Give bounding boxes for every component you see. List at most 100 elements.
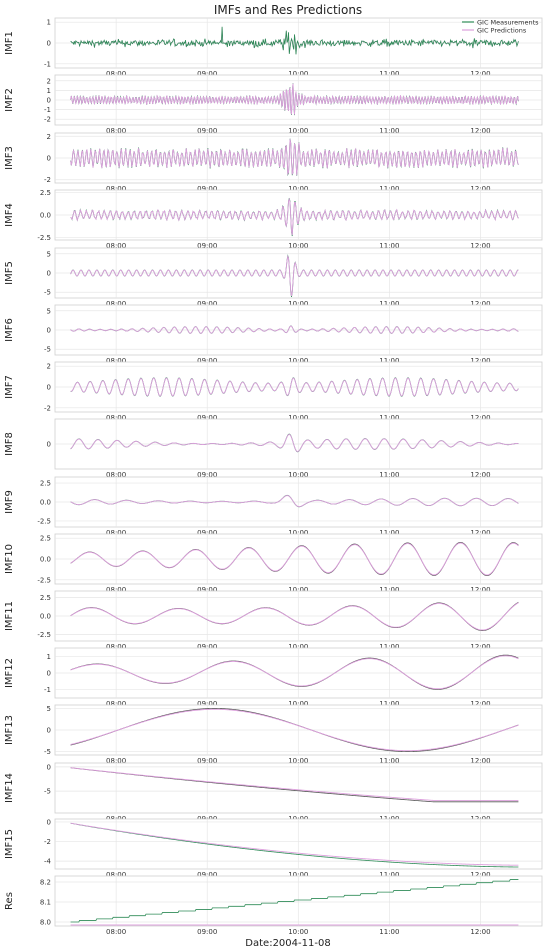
series-gic-predictions <box>70 822 519 866</box>
x-tick-label: 12:00 <box>470 928 490 936</box>
x-tick-label: 09:00 <box>197 871 217 879</box>
x-tick-label: 12:00 <box>470 757 490 765</box>
y-tick-label: -5 <box>44 748 51 756</box>
y-tick-label: 0 <box>47 727 51 735</box>
x-tick-label: 12:00 <box>470 357 490 365</box>
y-tick-label: -2 <box>44 116 51 124</box>
x-tick-label: 12:00 <box>470 700 490 708</box>
panel-imf15: 08:00 09:00 10:00 11:00 12:00 0 -2 -4 IMF15 <box>4 818 543 879</box>
x-tick-label: 11:00 <box>379 757 399 765</box>
y-axis-label: IMF6 <box>4 318 15 342</box>
x-tick-label: 09:00 <box>197 70 217 78</box>
x-tick-label: 11:00 <box>379 242 399 250</box>
series-gic-predictions <box>70 377 519 397</box>
x-tick-label: 09:00 <box>197 757 217 765</box>
x-tick-label: 11:00 <box>379 871 399 879</box>
x-tick-label: 09:00 <box>197 643 217 651</box>
x-tick-label: 10:00 <box>288 643 308 651</box>
y-tick-label: 0.0 <box>40 212 51 220</box>
y-axis-label: IMF3 <box>4 146 15 170</box>
series-gic-measurements <box>70 879 519 923</box>
y-tick-label: 0 <box>47 97 51 105</box>
y-tick-label: 0 <box>47 40 51 48</box>
series-gic-predictions <box>70 542 519 576</box>
x-tick-label: 10:00 <box>288 414 308 422</box>
x-tick-label: 08:00 <box>106 586 126 594</box>
x-tick-label: 11:00 <box>379 357 399 365</box>
y-tick-label: 0 <box>47 270 51 278</box>
x-tick-label: 09:00 <box>197 300 217 308</box>
y-tick-label: 2.5 <box>40 480 51 488</box>
y-tick-label: -5 <box>44 346 51 354</box>
y-tick-label: 0 <box>47 155 51 163</box>
y-tick-label: 1 <box>47 87 51 95</box>
x-tick-label: 10:00 <box>288 928 308 936</box>
y-tick-label: 2 <box>47 133 51 141</box>
y-tick-label: -2 <box>44 838 51 846</box>
x-tick-label: 10:00 <box>288 185 308 193</box>
y-tick-label: 5 <box>47 705 51 713</box>
panel-res: 08:00 09:00 10:00 11:00 12:00 8.2 8.1 8.0 Res <box>4 875 543 936</box>
y-tick-label: 0 <box>47 441 51 449</box>
x-tick-label: 11:00 <box>379 185 399 193</box>
x-tick-label: 12:00 <box>470 871 490 879</box>
y-tick-label: 0 <box>47 763 51 771</box>
x-tick-label: 08:00 <box>106 357 126 365</box>
y-axis-label: Res <box>4 892 15 910</box>
y-axis-label: IMF1 <box>4 31 15 55</box>
y-axis-label: IMF2 <box>4 88 15 112</box>
panel-imf1: 08:00 09:00 10:00 11:00 12:00 1 0 -1 IMF1 GIC Mea… <box>4 17 543 78</box>
chart-title: IMFs and Res Predictions <box>214 3 362 17</box>
y-tick-label: 1 <box>47 653 51 661</box>
y-tick-label: 2.5 <box>40 594 51 602</box>
x-tick-label: 08:00 <box>106 127 126 135</box>
x-tick-label: 11:00 <box>379 928 399 936</box>
x-tick-label: 12:00 <box>470 471 490 479</box>
x-tick-label: 09:00 <box>197 185 217 193</box>
panel-imf4: 08:00 09:00 10:00 11:00 12:00 2.5 0.0 -2.5 IMF4 <box>4 189 543 250</box>
y-axis-label: IMF12 <box>4 658 15 688</box>
x-tick-label: 09:00 <box>197 586 217 594</box>
y-tick-label: 8.2 <box>40 879 51 887</box>
x-tick-label: 12:00 <box>470 529 490 537</box>
x-tick-label: 12:00 <box>470 586 490 594</box>
y-tick-label: 2.5 <box>40 535 51 543</box>
x-tick-label: 08:00 <box>106 414 126 422</box>
x-tick-label: 10:00 <box>288 757 308 765</box>
y-tick-label: -1 <box>44 686 51 694</box>
x-tick-label: 09:00 <box>197 471 217 479</box>
panel-imf7: 08:00 09:00 10:00 11:00 12:00 2 0 -2 IMF7 <box>4 361 543 422</box>
x-tick-label: 12:00 <box>470 185 490 193</box>
x-tick-label: 08:00 <box>106 471 126 479</box>
panel-imf12: 08:00 09:00 10:00 11:00 12:00 1 0 -1 IMF12 <box>4 647 543 708</box>
x-tick-label: 10:00 <box>288 357 308 365</box>
panel-imf2: 08:00 09:00 10:00 11:00 12:00 2 1 0-1 -2 IMF2 <box>4 74 543 135</box>
y-tick-label: -2 <box>44 176 51 184</box>
x-tick-label: 10:00 <box>288 127 308 135</box>
y-tick-label: -1 <box>44 106 51 114</box>
x-tick-label: 11:00 <box>379 643 399 651</box>
x-tick-label: 09:00 <box>197 529 217 537</box>
y-tick-label: 8.0 <box>40 919 51 927</box>
x-tick-label: 08:00 <box>106 700 126 708</box>
panel-imf13: 08:00 09:00 10:00 11:00 12:00 5 0 -5 IMF13 <box>4 704 543 765</box>
legend-label: GIC Measurements <box>477 18 539 26</box>
series-gic-predictions <box>70 767 519 801</box>
x-tick-label: 10:00 <box>288 242 308 250</box>
y-tick-label: 5 <box>47 250 51 258</box>
x-tick-label: 12:00 <box>470 300 490 308</box>
x-tick-label: 11:00 <box>379 700 399 708</box>
legend-label: GIC Predictions <box>477 26 527 34</box>
x-tick-label: 10:00 <box>288 70 308 78</box>
y-tick-label: -4 <box>44 858 52 866</box>
x-tick-label: 11:00 <box>379 414 399 422</box>
y-tick-label: -2.5 <box>37 576 51 584</box>
y-axis-label: IMF8 <box>4 432 15 456</box>
x-tick-label: 08:00 <box>106 300 126 308</box>
x-tick-label: 11:00 <box>379 127 399 135</box>
x-tick-label: 12:00 <box>470 643 490 651</box>
x-tick-label: 12:00 <box>470 70 490 78</box>
x-tick-label: 11:00 <box>379 471 399 479</box>
